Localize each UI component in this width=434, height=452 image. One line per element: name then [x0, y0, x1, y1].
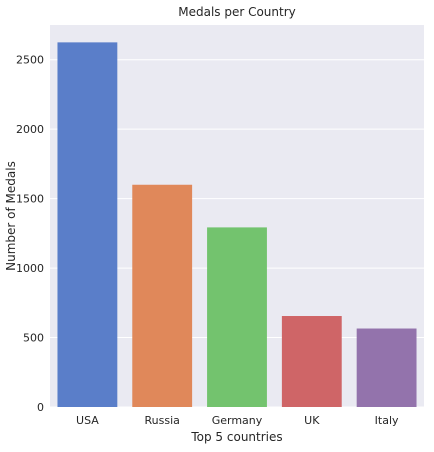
bar-germany: [207, 227, 267, 407]
y-tick-label: 1000: [16, 262, 44, 275]
x-tick-label: Italy: [375, 414, 399, 427]
y-tick-label: 2000: [16, 123, 44, 136]
bar-russia: [132, 184, 193, 407]
y-axis-ticks: 0 500 1000 1500 2000 2500: [16, 54, 44, 414]
bars: [57, 42, 417, 407]
y-axis-label: Number of Medals: [4, 161, 18, 271]
x-axis-label: Top 5 countries: [190, 430, 282, 444]
bar-uk: [281, 316, 342, 407]
x-tick-label: Germany: [212, 414, 263, 427]
x-tick-label: UK: [304, 414, 320, 427]
y-tick-label: 500: [23, 332, 44, 345]
y-tick-label: 1500: [16, 193, 44, 206]
bar-italy: [356, 328, 417, 407]
chart-title: Medals per Country: [178, 5, 296, 19]
y-tick-label: 0: [37, 401, 44, 414]
bar-usa: [57, 42, 118, 407]
x-axis-ticks: USA Russia Germany UK Italy: [76, 414, 399, 427]
x-tick-label: USA: [76, 414, 99, 427]
x-tick-label: Russia: [145, 414, 180, 427]
y-tick-label: 2500: [16, 54, 44, 67]
